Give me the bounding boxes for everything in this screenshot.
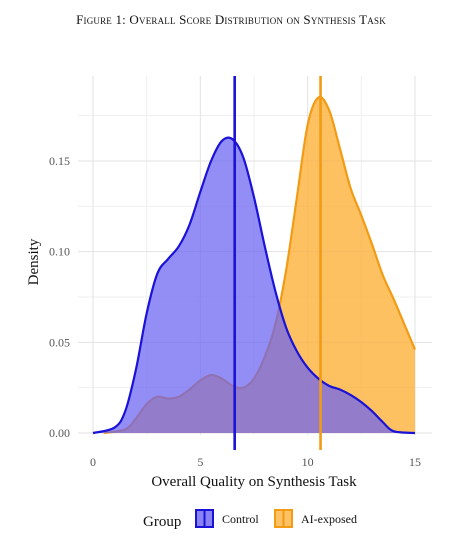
legend-title: Group — [143, 514, 181, 530]
legend-label-ai-exposed: AI-exposed — [301, 512, 357, 526]
y-tick-label: 0.00 — [49, 426, 70, 440]
density-area-control — [93, 137, 415, 433]
x-tick-label: 10 — [302, 455, 314, 469]
mean-line-layer — [233, 76, 322, 450]
y-tick-label: 0.10 — [49, 245, 70, 259]
density-area-layer — [92, 95, 417, 435]
y-axis-title: Density — [26, 238, 42, 285]
density-area-ai-exposed — [103, 97, 415, 434]
x-axis-title: Overall Quality on Synthesis Task — [151, 474, 357, 490]
x-tick-label: 5 — [197, 455, 203, 469]
y-tick-label: 0.05 — [49, 335, 70, 349]
x-tick-label: 15 — [409, 455, 421, 469]
legend: Group Control AI-exposed — [143, 509, 357, 530]
y-tick-label: 0.15 — [49, 154, 70, 168]
legend-item-control: Control — [195, 509, 259, 528]
tick-label-layer: 0 5 10 15 0.00 0.05 0.10 0.15 — [49, 154, 421, 469]
x-tick-label: 0 — [90, 455, 96, 469]
figure-title: Figure 1: Overall Score Distribution on … — [76, 12, 386, 27]
legend-item-ai-exposed: AI-exposed — [274, 509, 357, 528]
legend-label-control: Control — [222, 512, 259, 526]
density-line-control — [92, 136, 416, 435]
